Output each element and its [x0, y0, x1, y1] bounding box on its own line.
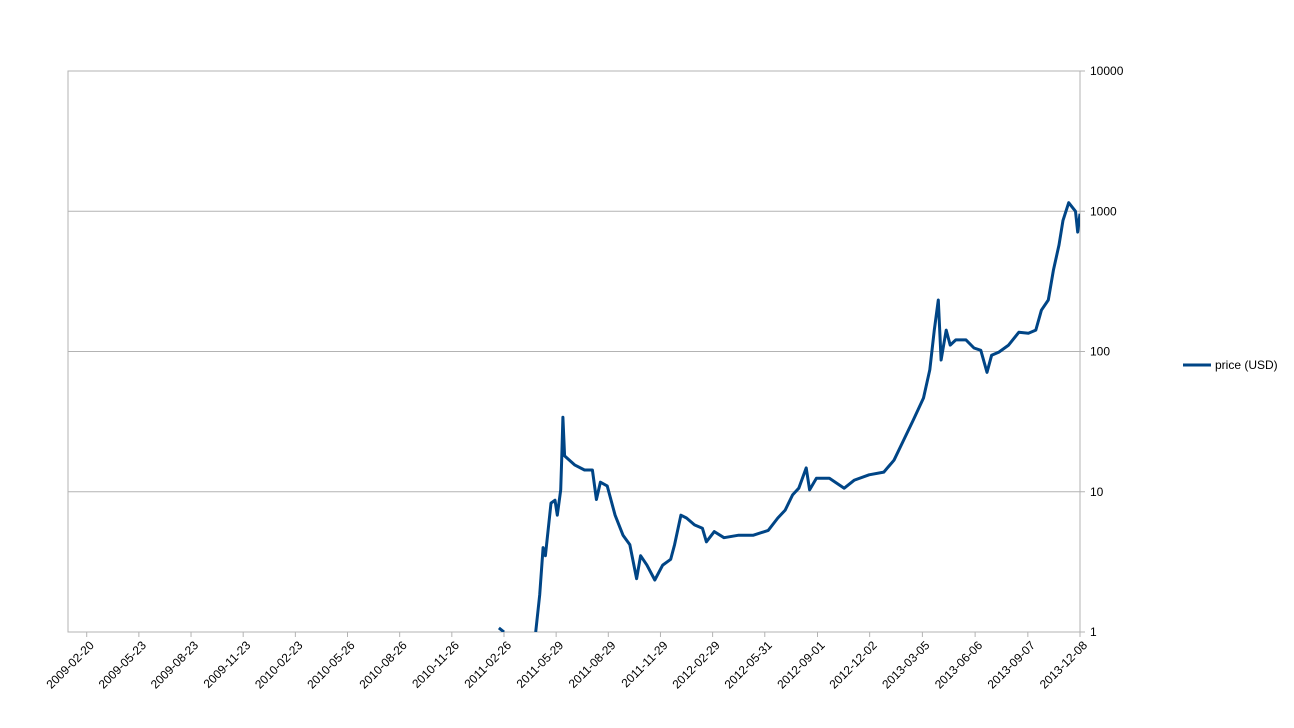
- x-tick-label: 2011-05-29: [514, 638, 567, 691]
- x-tick-label: 2011-11-29: [619, 638, 671, 690]
- x-tick-label: 2009-11-23: [201, 638, 254, 691]
- x-tick-label: 2010-11-26: [409, 638, 462, 691]
- y-tick-label: 1000: [1090, 204, 1117, 218]
- x-tick-label: 2011-02-26: [461, 638, 514, 691]
- y-tick-label: 10: [1090, 485, 1104, 499]
- x-tick-label: 2009-08-23: [148, 638, 202, 692]
- price-line: [497, 201, 1080, 632]
- x-tick-label: 2010-05-26: [304, 638, 358, 692]
- y-tick-label: 10000: [1090, 64, 1124, 78]
- x-tick-label: 2013-12-08: [1037, 638, 1091, 692]
- legend-label: price (USD): [1215, 358, 1278, 372]
- x-tick-label: 2011-08-29: [566, 638, 619, 691]
- x-tick-label: 2009-05-23: [96, 638, 150, 692]
- x-tick-label: 2012-05-31: [722, 638, 776, 692]
- x-tick-label: 2010-02-23: [252, 638, 306, 692]
- y-tick-label: 100: [1090, 345, 1110, 359]
- x-tick-label: 2012-02-29: [669, 638, 723, 692]
- x-tick-label: 2012-09-01: [774, 638, 828, 692]
- x-tick-label: 2013-03-05: [879, 638, 933, 692]
- x-tick-label: 2010-08-26: [356, 638, 410, 692]
- x-tick-label: 2013-06-06: [932, 638, 986, 692]
- x-tick-label: 2012-12-02: [826, 638, 880, 692]
- x-tick-label: 2013-09-07: [985, 638, 1039, 692]
- x-tick-label: 2009-02-20: [44, 638, 98, 692]
- plot-frame: [67, 70, 1081, 633]
- y-tick-label: 1: [1090, 625, 1097, 639]
